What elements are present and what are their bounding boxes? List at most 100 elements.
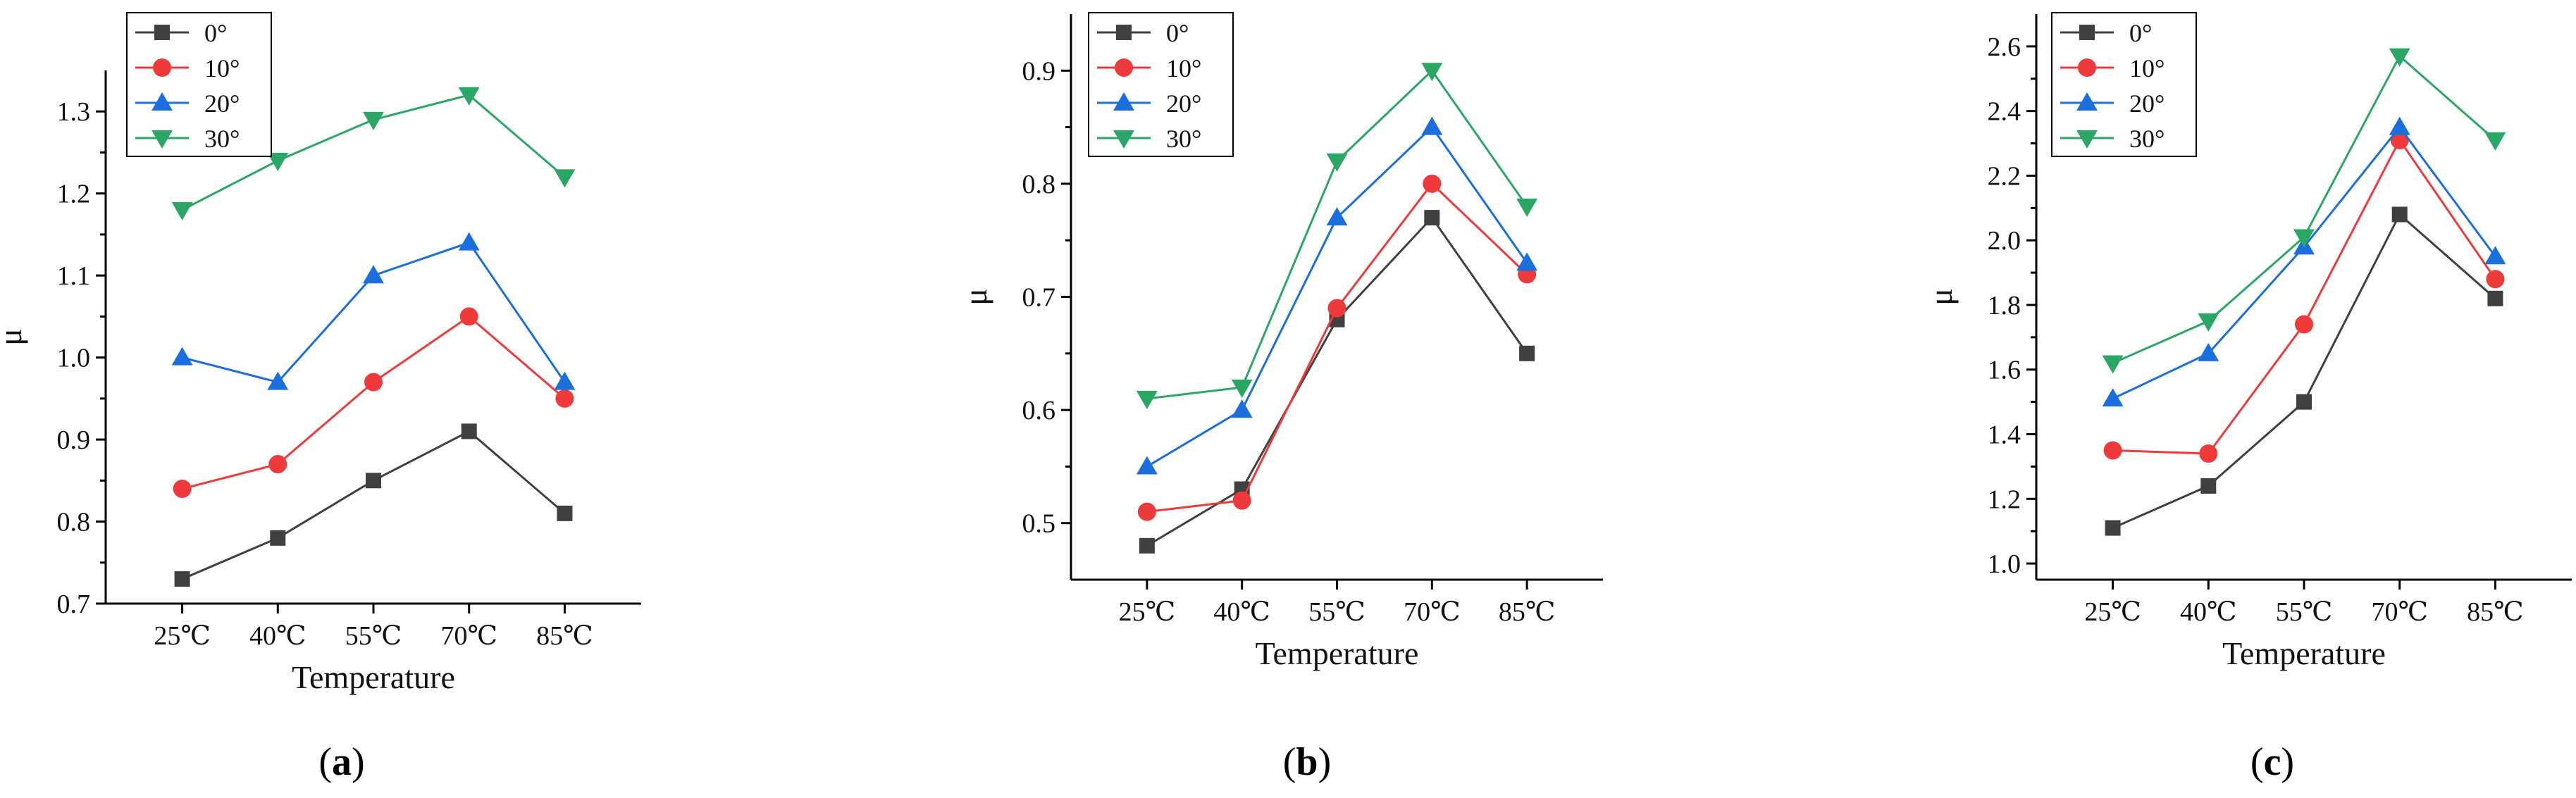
y-tick-label: 1.4 [1988, 420, 2021, 450]
data-point [1136, 390, 1158, 409]
data-point [2102, 388, 2124, 407]
data-point [2198, 342, 2219, 361]
x-tick-label: 70℃ [440, 621, 497, 651]
data-point [458, 87, 480, 106]
data-point [459, 307, 478, 326]
legend-marker [1113, 130, 1134, 149]
data-point [363, 265, 384, 284]
legend-box [1088, 12, 1234, 157]
data-point [2390, 130, 2409, 149]
series-line [1146, 216, 1528, 547]
y-tick-label: 2.6 [1988, 32, 2021, 62]
series-10° [2103, 130, 2505, 463]
data-point [1137, 502, 1156, 521]
y-tick-label: 0.7 [1022, 283, 1056, 313]
x-tick-label: 70℃ [1404, 597, 1461, 627]
legend-marker [154, 25, 170, 40]
series-20° [171, 232, 576, 390]
series-line [2112, 125, 2496, 400]
legend-marker [151, 92, 173, 111]
y-axis-title: μ [0, 328, 28, 346]
panel-label: (a) [318, 740, 364, 784]
legend-label: 20° [204, 89, 240, 118]
x-tick-label: 40℃ [1213, 597, 1270, 627]
legend: 0° 10° 20° 30° [1088, 12, 1234, 157]
y-tick-label: 1.3 [57, 97, 91, 127]
y-tick-label: 2.0 [1988, 226, 2021, 256]
series-10° [1137, 174, 1537, 521]
x-tick-label: 85℃ [1499, 597, 1556, 627]
legend-label: 20° [2129, 89, 2165, 118]
y-tick-label: 0.8 [1022, 170, 1056, 199]
data-point [2198, 313, 2219, 332]
data-point [364, 373, 383, 392]
legend-marker [151, 130, 173, 149]
data-point [173, 479, 192, 498]
y-tick-label: 0.9 [1022, 56, 1056, 86]
data-point [268, 455, 287, 474]
legend-label: 30° [204, 125, 240, 153]
chart-panel-b: 0.5 0.6 0.7 0.8 0.9 25℃ 40℃ 55℃ 70℃ 85℃ Temperatur… [958, 12, 1603, 784]
data-point [1516, 252, 1538, 271]
x-tick-label: 85℃ [2467, 597, 2524, 627]
legend-marker [2076, 92, 2098, 111]
data-point [270, 530, 286, 546]
x-tick-label: 25℃ [1119, 597, 1176, 627]
data-point [174, 571, 190, 587]
y-axis-title: μ [958, 288, 993, 306]
y-tick-label: 0.5 [1022, 509, 1056, 539]
legend-marker [1113, 92, 1134, 111]
data-point [2484, 132, 2506, 151]
legend-label: 0° [204, 19, 227, 47]
y-tick-label: 1.8 [1988, 291, 2021, 320]
legend: 0° 10° 20° 30° [126, 12, 272, 157]
data-point [2293, 229, 2315, 248]
y-tick-label: 1.2 [57, 180, 91, 209]
y-axis-title: μ [1923, 288, 1959, 306]
legend-box [2051, 12, 2197, 157]
legend-marker [2078, 58, 2096, 77]
data-point [1327, 299, 1346, 318]
legend-label: 10° [1166, 54, 1201, 82]
data-point [267, 371, 289, 390]
y-tick-label: 0.6 [1022, 396, 1056, 425]
data-point [1139, 537, 1155, 554]
x-tick-label: 40℃ [2180, 597, 2237, 627]
legend-marker [1116, 25, 1132, 40]
data-point [1326, 207, 1348, 226]
data-point [1421, 116, 1443, 135]
legend-marker [2076, 130, 2098, 149]
data-point [1136, 456, 1158, 475]
data-point [1516, 198, 1538, 217]
x-tick-label: 55℃ [1308, 597, 1366, 627]
data-point [461, 423, 477, 439]
data-point [1423, 174, 1442, 193]
x-tick-label: 25℃ [154, 621, 211, 651]
data-point [2199, 444, 2218, 463]
series-30° [171, 87, 576, 220]
series-0° [2105, 206, 2503, 536]
series-line [1146, 182, 1528, 513]
data-point [171, 347, 193, 366]
x-tick-label: 40℃ [249, 621, 306, 651]
data-point [2105, 520, 2121, 536]
data-point [1232, 491, 1251, 510]
data-point [1326, 153, 1348, 172]
x-tick-label: 70℃ [2371, 597, 2428, 627]
series-line [181, 430, 566, 580]
data-point [2102, 355, 2124, 374]
data-point [2487, 290, 2503, 306]
data-point [2389, 48, 2410, 67]
legend-label: 30° [1166, 125, 1201, 153]
legend-marker [1115, 58, 1133, 77]
x-axis-title: Temperature [2222, 635, 2386, 671]
y-tick-label: 1.1 [57, 261, 91, 291]
y-tick-label: 0.9 [57, 425, 91, 455]
y-tick-label: 1.2 [1988, 485, 2021, 514]
data-point [2296, 394, 2312, 410]
data-point [554, 169, 576, 188]
legend-label: 10° [2129, 54, 2165, 82]
series-20° [1136, 116, 1538, 475]
series-0° [174, 423, 573, 587]
